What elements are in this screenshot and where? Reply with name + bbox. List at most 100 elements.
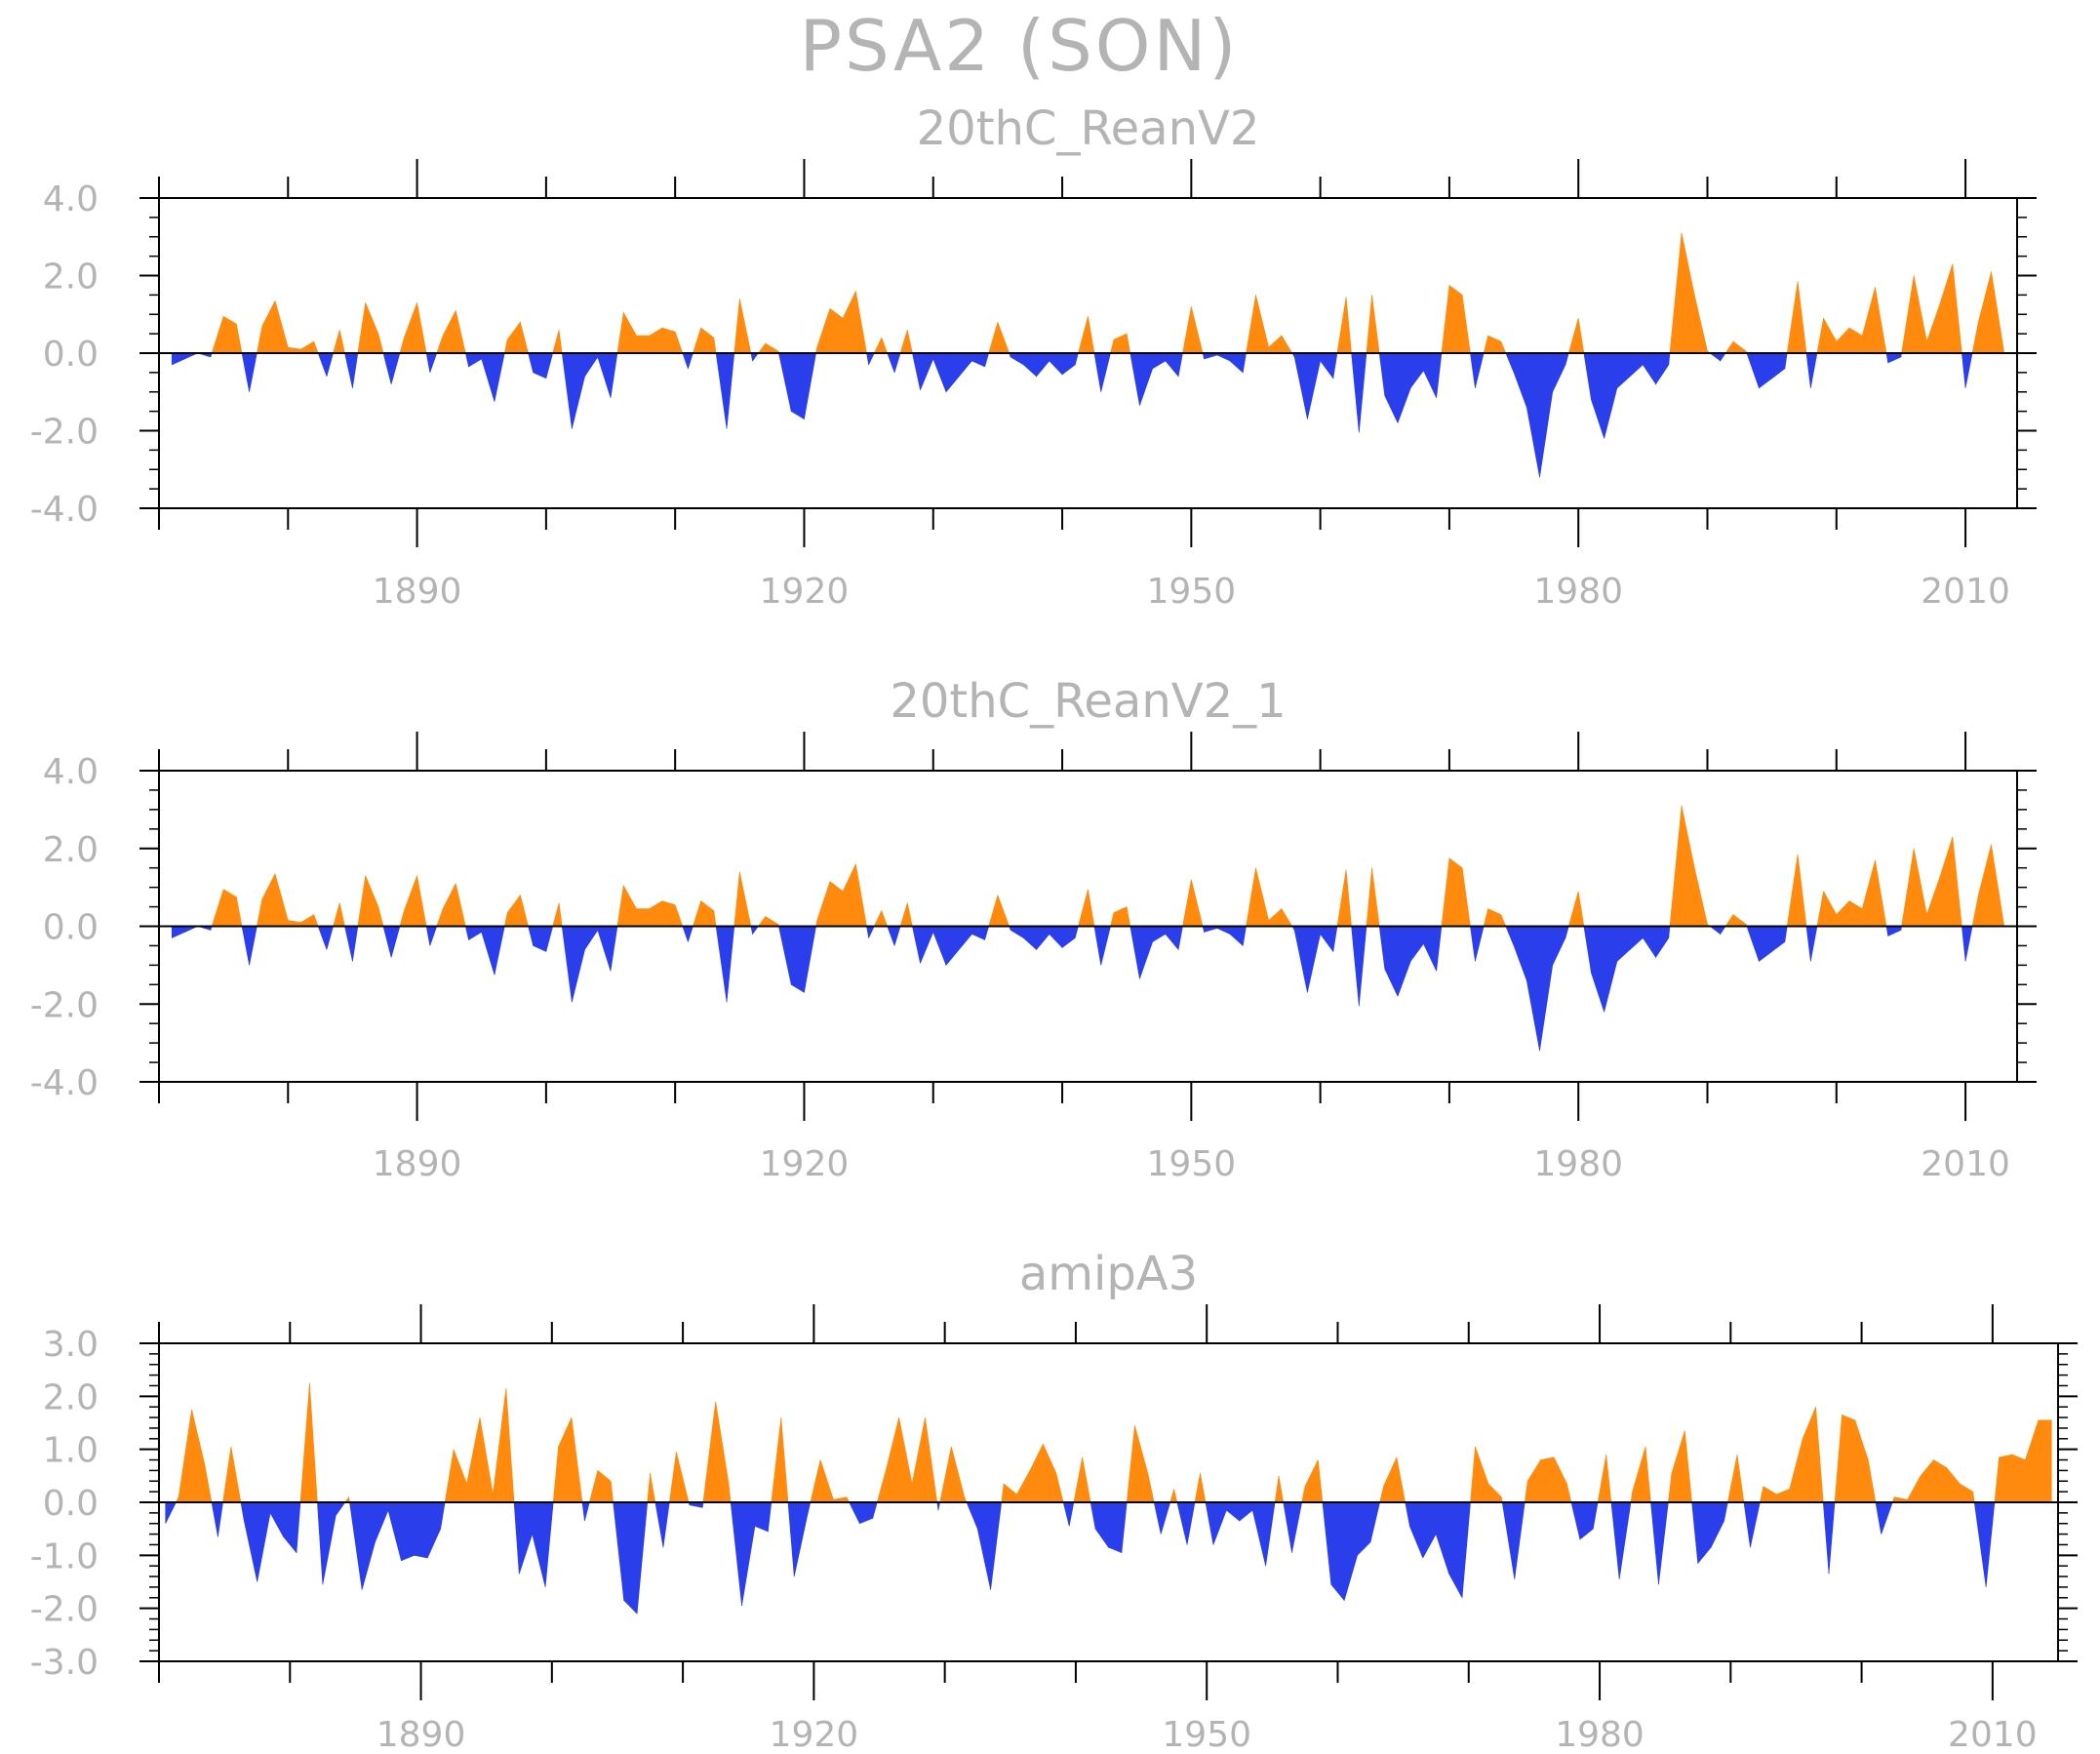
area-segment-negative: [1805, 926, 1811, 962]
area-segment-negative: [1805, 352, 1811, 388]
area-segment-negative: [269, 1501, 284, 1537]
area-segment-positive: [257, 898, 263, 927]
series-area: [165, 1382, 2052, 1614]
area-segment-negative: [958, 926, 972, 951]
area-segment-negative: [1074, 352, 1079, 365]
area-segment-positive: [997, 895, 1010, 927]
area-segment-negative: [1629, 926, 1644, 951]
area-segment-negative: [243, 1501, 258, 1582]
area-segment-positive: [1926, 877, 1940, 927]
area-segment-positive: [906, 330, 913, 354]
area-segment-positive: [1182, 306, 1192, 354]
area-segment-positive: [1971, 895, 1979, 927]
area-segment-negative: [1610, 1501, 1620, 1579]
area-segment-negative: [414, 1501, 428, 1559]
area-segment-negative: [1505, 926, 1515, 946]
area-segment-negative: [945, 926, 960, 967]
area-segment-positive: [442, 310, 456, 354]
area-segment-negative: [688, 352, 693, 369]
area-segment-negative: [1293, 926, 1308, 993]
area-segment-negative: [1229, 926, 1244, 947]
area-segment-negative: [1226, 1501, 1241, 1522]
area-segment-positive: [1724, 913, 1734, 927]
area-segment-positive: [1475, 1446, 1489, 1503]
area-segment-negative: [1378, 352, 1386, 396]
area-segment-positive: [649, 327, 663, 354]
area-segment-negative: [1591, 352, 1605, 439]
area-segment-positive: [506, 321, 521, 354]
area-segment-positive: [757, 342, 767, 354]
area-segment-negative: [352, 926, 359, 962]
area-segment-positive: [300, 914, 315, 927]
area-segment-negative: [1332, 926, 1338, 952]
area-segment-positive: [404, 302, 417, 354]
area-segment-negative: [1436, 352, 1443, 398]
area-segment-negative: [1643, 926, 1656, 959]
area-segment-positive: [236, 897, 243, 927]
area-segment-positive: [1483, 336, 1488, 354]
area-segment-positive: [1802, 1407, 1816, 1503]
area-segment-positive: [1566, 1483, 1572, 1503]
area-segment-positive: [1268, 335, 1283, 354]
area-segment-positive: [1318, 1459, 1324, 1503]
area-segment-negative: [584, 1501, 590, 1522]
area-segment-negative: [1397, 926, 1411, 997]
area-segment-positive: [1524, 1481, 1528, 1503]
area-segment-negative: [1513, 352, 1527, 408]
area-segment-negative: [1505, 352, 1515, 373]
y-tick-label: 0.0: [43, 335, 99, 375]
area-segment-positive: [230, 1446, 242, 1503]
area-segment-negative: [1810, 926, 1818, 962]
area-segment-positive: [1836, 327, 1850, 354]
area-segment-negative: [1771, 352, 1786, 379]
area-segment-negative: [1658, 1501, 1669, 1585]
area-segment-positive: [1345, 869, 1352, 927]
area-segment-negative: [1709, 352, 1722, 362]
area-segment-negative: [249, 926, 258, 966]
y-tick-label: 2.0: [43, 830, 99, 870]
area-segment-negative: [1973, 1501, 1987, 1587]
area-segment-negative: [872, 1501, 878, 1519]
area-segment-negative: [1616, 926, 1631, 963]
area-segment-negative: [1351, 352, 1360, 433]
x-tick-label: 1890: [376, 1715, 466, 1754]
area-segment-negative: [920, 352, 934, 390]
area-segment-positive: [1763, 1486, 1777, 1503]
y-tick-label: -3.0: [30, 1643, 99, 1683]
area-segment-negative: [1094, 1501, 1109, 1549]
area-segment-positive: [503, 912, 508, 927]
area-segment-positive: [1971, 322, 1979, 354]
area-segment-positive: [1823, 317, 1838, 354]
area-segment-negative: [1242, 352, 1247, 373]
area-segment-negative: [1139, 352, 1153, 406]
area-segment-negative: [932, 352, 947, 392]
area-segment-positive: [899, 902, 908, 927]
area-segment-negative: [1629, 352, 1644, 378]
area-segment-positive: [365, 875, 379, 927]
area-segment-negative: [1068, 1501, 1075, 1527]
figure-title: PSA2 (SON): [800, 5, 1240, 87]
area-segment-negative: [807, 1501, 812, 1516]
area-segment-negative: [754, 1501, 769, 1533]
area-segment-negative: [429, 926, 438, 946]
area-segment-positive: [1194, 1473, 1201, 1503]
area-segment-positive: [765, 342, 779, 354]
area-segment-positive: [1991, 271, 2005, 354]
area-segment-negative: [257, 1501, 271, 1582]
area-segment-positive: [1875, 287, 1887, 354]
area-segment-positive: [222, 315, 237, 354]
area-segment-positive: [222, 1446, 232, 1503]
area-segment-positive: [1815, 1407, 1824, 1503]
area-segment-positive: [1671, 1430, 1685, 1503]
area-segment-positive: [1191, 306, 1204, 354]
area-segment-negative: [1961, 352, 1966, 388]
area-segment-positive: [1001, 1483, 1005, 1503]
area-segment-negative: [866, 926, 869, 938]
area-segment-positive: [338, 902, 345, 927]
area-segment-negative: [518, 1501, 533, 1575]
area-segment-negative: [1985, 1501, 1996, 1587]
area-segment-negative: [912, 352, 921, 390]
area-segment-positive: [1113, 333, 1128, 354]
area-segment-positive: [365, 302, 379, 354]
area-segment-positive: [939, 1446, 952, 1503]
